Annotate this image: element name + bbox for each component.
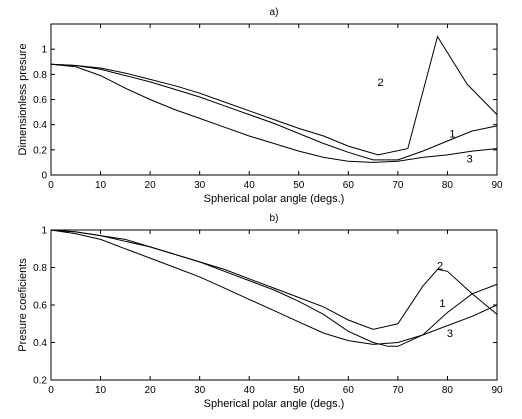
series-line-2	[50, 229, 498, 330]
x-tick-label: 10	[95, 385, 107, 396]
x-tick-label: 40	[244, 180, 256, 191]
x-tick-label: 70	[392, 180, 404, 191]
series-line-3	[50, 63, 498, 163]
x-axis-label: Spherical polar angle (degs.)	[204, 398, 345, 410]
series-label-2: 2	[437, 261, 443, 273]
x-tick-label: 50	[293, 180, 305, 191]
series-label-1: 1	[439, 298, 445, 310]
x-tick-label: 80	[442, 385, 454, 396]
series-label-3: 3	[467, 154, 473, 166]
y-tick-label: 1	[41, 45, 47, 56]
y-tick-label: 0.4	[33, 120, 47, 131]
x-tick-label: 30	[194, 180, 206, 191]
series-line-2	[50, 35, 498, 156]
x-tick-label: 60	[343, 385, 355, 396]
series-label-2: 2	[377, 77, 383, 89]
y-tick-label: 0	[41, 171, 47, 182]
panel-b: b) 0 10 20 30 40 50 60 70 80 90 0.2 0.4 0.6 0.8 1 Spheri…	[17, 213, 503, 410]
chart-title: b)	[270, 213, 279, 224]
x-tick-label: 20	[145, 180, 157, 191]
x-tick-label: 0	[48, 385, 54, 396]
y-tick-label: 0.4	[33, 338, 47, 349]
x-axis-label: Spherical polar angle (degs.)	[204, 193, 345, 205]
panel-a: a) 0 10 20 30 40 50 60 70 80 90 0 0.2 0.4 0.6 0.8 1 Spher…	[17, 7, 503, 205]
x-tick-label: 90	[491, 180, 503, 191]
x-tick-label: 20	[145, 385, 157, 396]
y-axis-label: Dimensionless presure	[17, 44, 29, 156]
x-tick-label: 60	[343, 180, 355, 191]
y-tick-label: 1	[41, 226, 47, 237]
chart-title: a)	[270, 7, 279, 18]
x-tick-label: 80	[442, 180, 454, 191]
y-tick-label: 0.2	[33, 376, 47, 387]
x-tick-label: 0	[48, 180, 54, 191]
x-tick-label: 70	[392, 385, 404, 396]
y-tick-label: 0.8	[33, 70, 47, 81]
y-tick-label: 0.2	[33, 145, 47, 156]
series-line-1	[50, 63, 498, 161]
series-line-3	[50, 229, 498, 345]
x-tick-label: 10	[95, 180, 107, 191]
plot-frame	[50, 229, 498, 381]
x-tick-label: 90	[491, 385, 503, 396]
x-tick-label: 50	[293, 385, 305, 396]
x-tick-label: 30	[194, 385, 206, 396]
series-label-1: 1	[449, 128, 455, 140]
series-line-1	[50, 229, 498, 347]
y-tick-label: 0.6	[33, 301, 47, 312]
series-label-3: 3	[447, 328, 453, 340]
plot-frame	[50, 23, 498, 176]
y-axis-label: Presure coeficients	[17, 258, 29, 352]
y-tick-label: 0.8	[33, 263, 47, 274]
x-tick-label: 40	[244, 385, 256, 396]
y-tick-label: 0.6	[33, 95, 47, 106]
